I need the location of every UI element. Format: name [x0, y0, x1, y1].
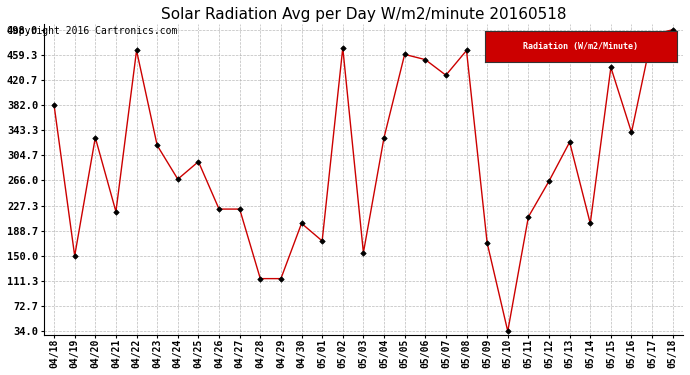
- Text: Copyright 2016 Cartronics.com: Copyright 2016 Cartronics.com: [7, 26, 177, 36]
- Title: Solar Radiation Avg per Day W/m2/minute 20160518: Solar Radiation Avg per Day W/m2/minute …: [161, 7, 566, 22]
